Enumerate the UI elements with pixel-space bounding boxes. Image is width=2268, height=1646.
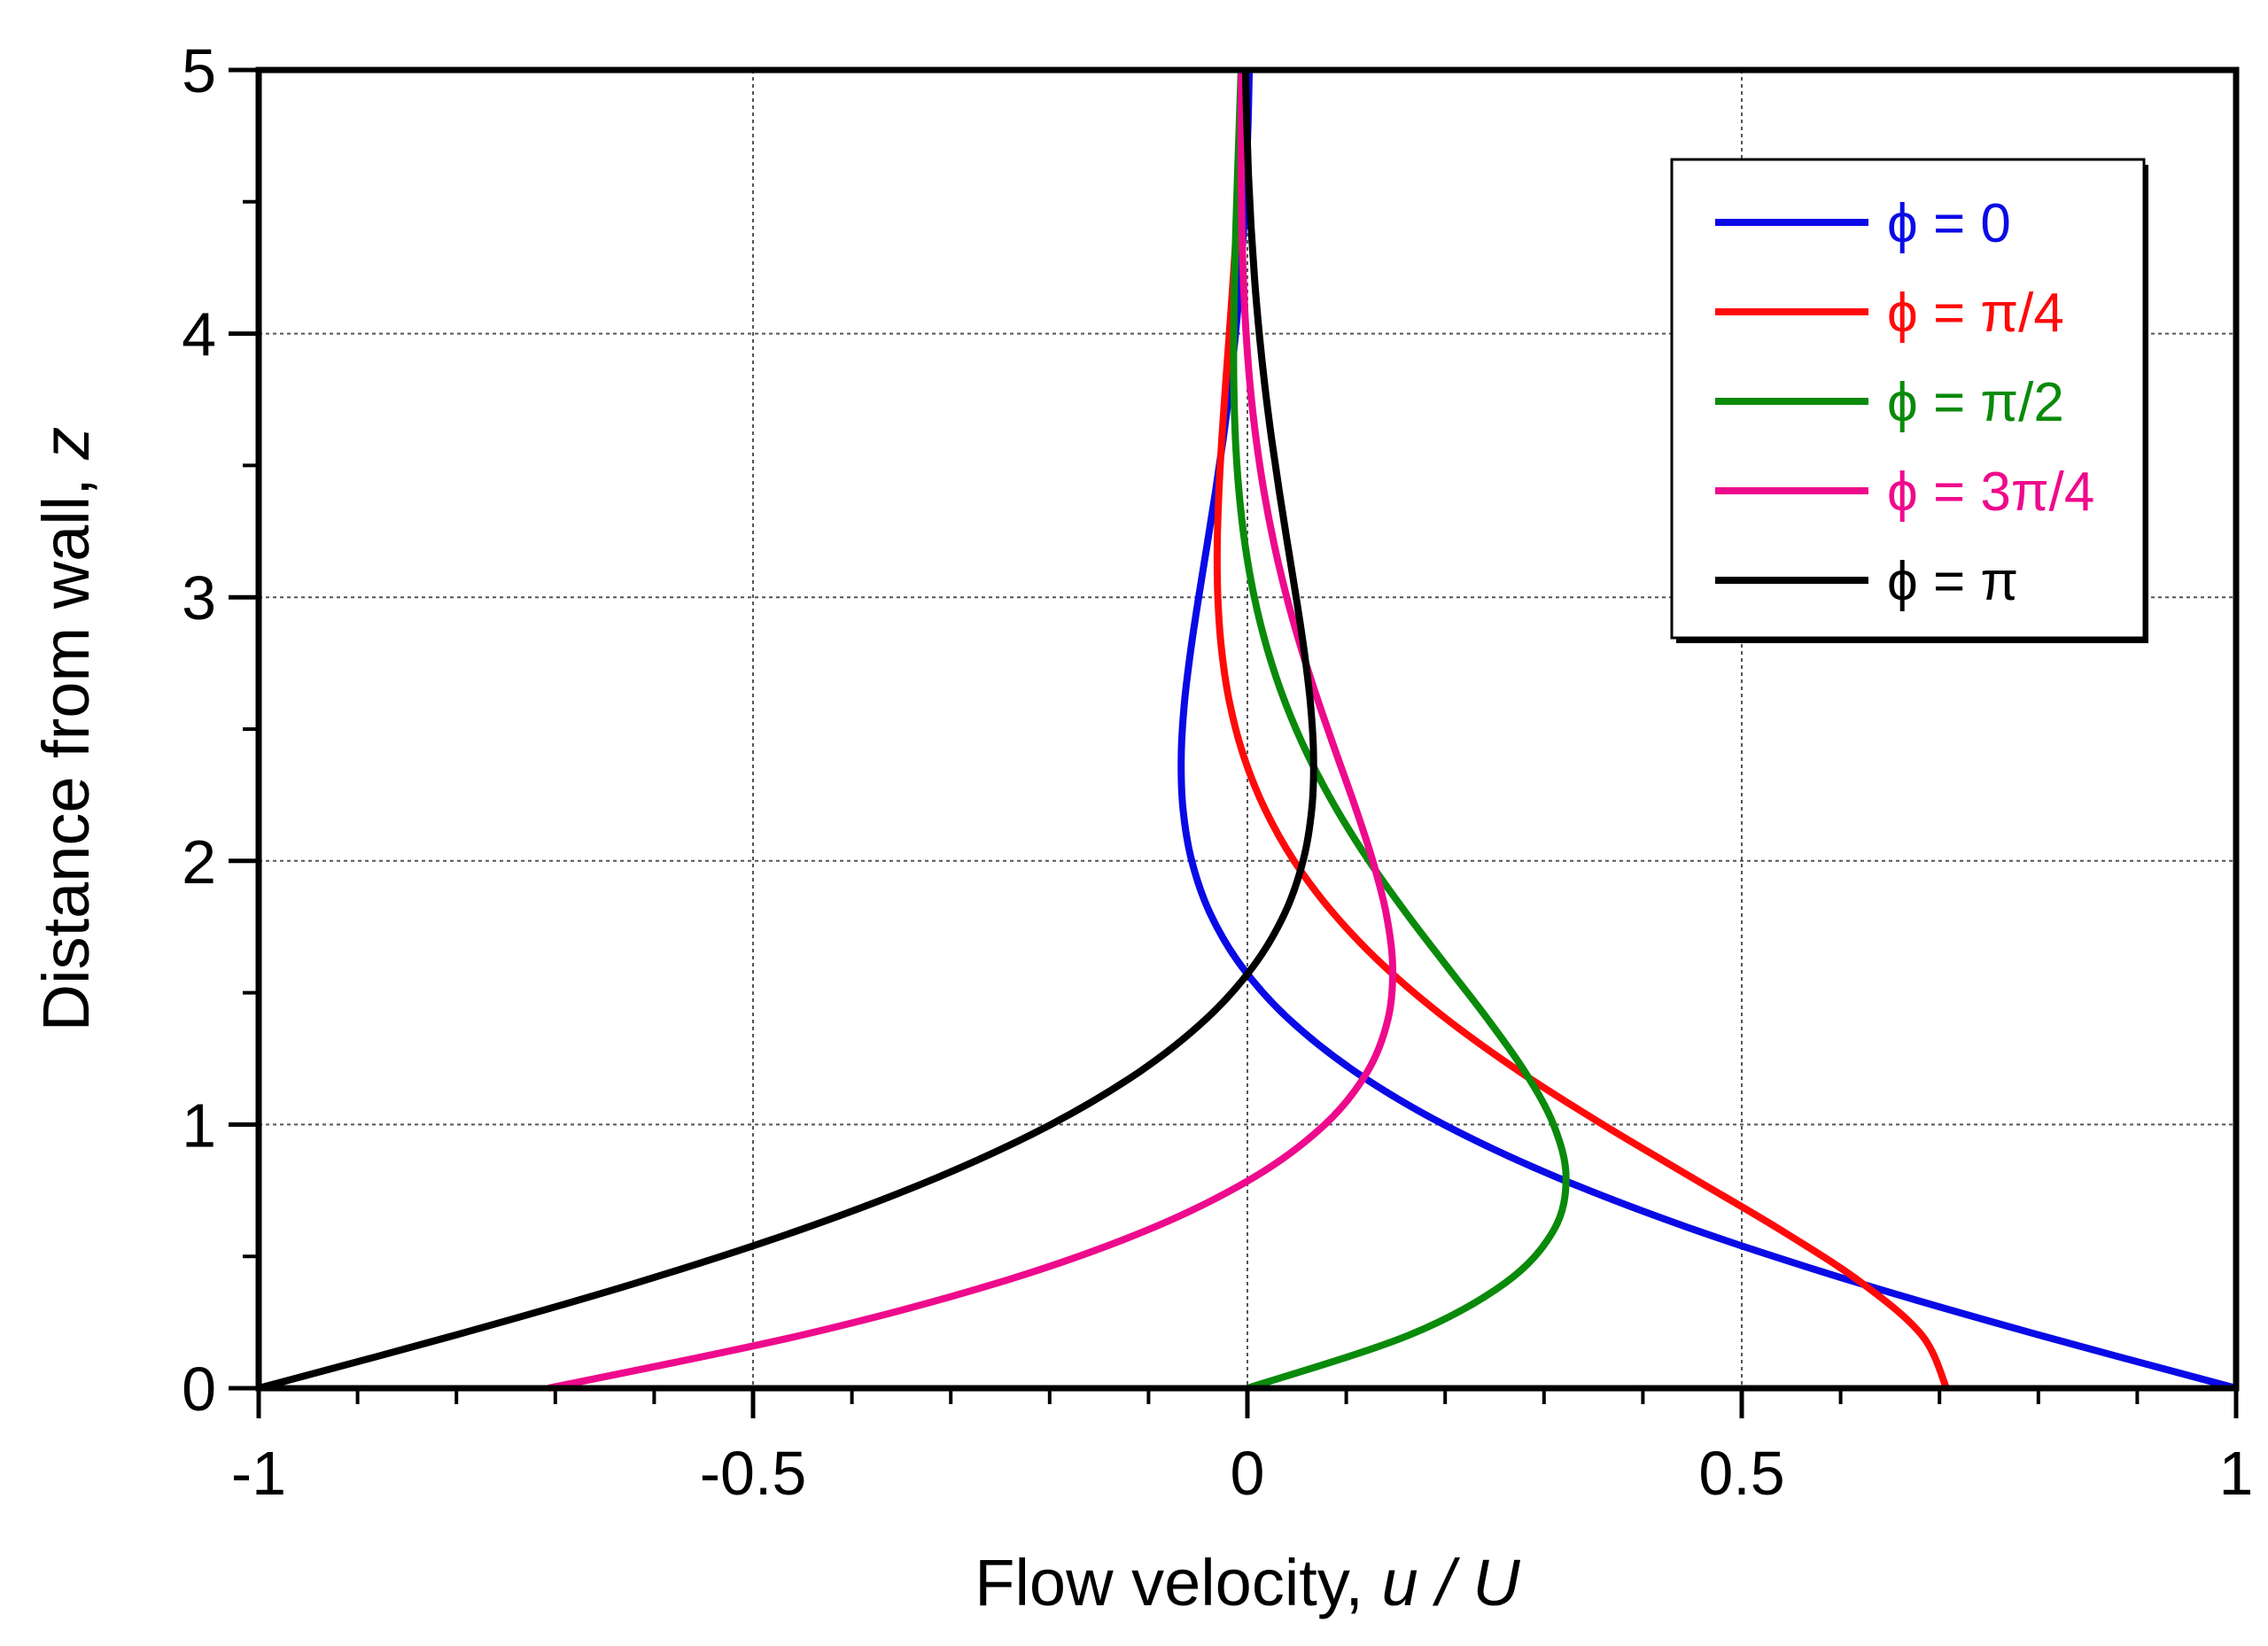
y-tick-label: 0 bbox=[182, 1355, 216, 1424]
series-line-3 bbox=[548, 69, 1397, 1392]
series-line-4 bbox=[257, 69, 1317, 1392]
x-tick-label: 1 bbox=[2219, 1439, 2254, 1508]
legend-label: ϕ = 0 bbox=[1887, 193, 2011, 254]
axis-ticks bbox=[229, 67, 2239, 1418]
legend-label: ϕ = 3π/4 bbox=[1887, 462, 2094, 523]
tick-labels: -1 -0.5 0 0.5 1 0 1 2 3 4 5 bbox=[182, 36, 2253, 1508]
legend-label: ϕ = π bbox=[1887, 551, 2018, 612]
y-tick-label: 3 bbox=[182, 563, 216, 633]
y-tick-label: 2 bbox=[182, 827, 216, 897]
legend: ϕ = 0 ϕ = π/4 ϕ = π/2 ϕ = 3π/4 ϕ = π bbox=[1670, 158, 2148, 643]
x-tick-label: -1 bbox=[231, 1439, 286, 1508]
x-axis-title: Flow velocity, u / U bbox=[975, 1546, 1520, 1619]
y-tick-label: 4 bbox=[182, 300, 216, 369]
y-tick-label: 5 bbox=[182, 36, 216, 105]
series-line-2 bbox=[1230, 69, 1570, 1392]
x-tick-label: -0.5 bbox=[700, 1439, 807, 1508]
series-lines bbox=[257, 69, 2238, 1392]
legend-label: ϕ = π/4 bbox=[1887, 283, 2064, 344]
x-tick-label: 0.5 bbox=[1698, 1439, 1784, 1508]
y-tick-label: 1 bbox=[182, 1091, 216, 1160]
y-axis-title: Distance from wall, z bbox=[29, 427, 103, 1032]
legend-label: ϕ = π/2 bbox=[1887, 372, 2064, 433]
x-tick-label: 0 bbox=[1231, 1439, 1265, 1508]
